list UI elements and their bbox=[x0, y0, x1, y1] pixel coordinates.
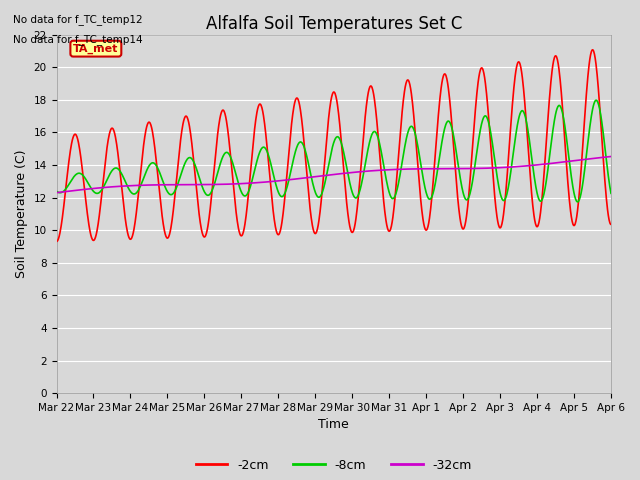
Text: TA_met: TA_met bbox=[73, 44, 118, 54]
Text: No data for f_TC_temp14: No data for f_TC_temp14 bbox=[13, 34, 143, 45]
X-axis label: Time: Time bbox=[318, 419, 349, 432]
Legend: -2cm, -8cm, -32cm: -2cm, -8cm, -32cm bbox=[191, 454, 477, 477]
Y-axis label: Soil Temperature (C): Soil Temperature (C) bbox=[15, 150, 28, 278]
Text: No data for f_TC_temp12: No data for f_TC_temp12 bbox=[13, 14, 143, 25]
Title: Alfalfa Soil Temperatures Set C: Alfalfa Soil Temperatures Set C bbox=[205, 15, 462, 33]
